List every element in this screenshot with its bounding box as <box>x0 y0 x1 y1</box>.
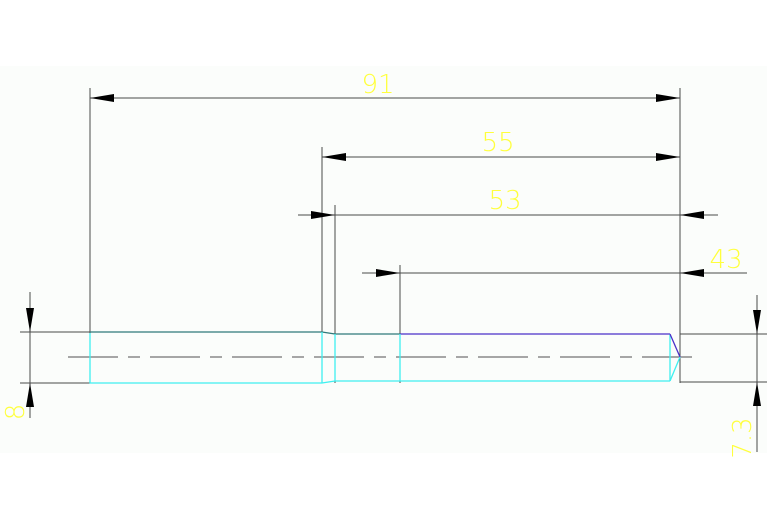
shaft-outline <box>89 331 681 384</box>
dim-text-8: 8 <box>1 404 31 421</box>
dim-text-43: 43 <box>709 245 742 275</box>
drawing-area <box>0 66 767 453</box>
dim-text-91: 91 <box>361 70 394 100</box>
dim-text-55: 55 <box>481 128 514 158</box>
dim-text-53: 53 <box>488 186 521 216</box>
dim-text-7-3: 7.3 <box>728 417 758 458</box>
